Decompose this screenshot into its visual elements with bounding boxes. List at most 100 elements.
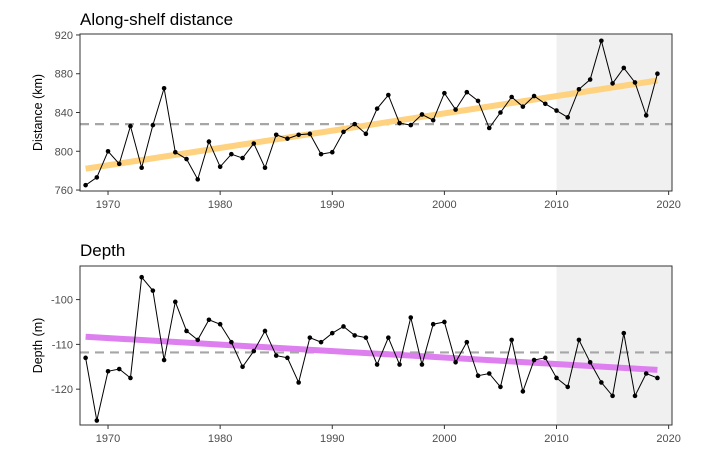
depth-data-point (83, 355, 88, 361)
depth-data-point (610, 393, 615, 399)
distance-data-point (419, 112, 425, 117)
distance-y-tick-label: 760 (55, 185, 73, 197)
depth-data-point (464, 339, 470, 345)
distance-data-point (363, 131, 369, 137)
distance-data-point (296, 132, 301, 138)
distance-data-point (655, 71, 660, 77)
distance-x-tick-label: 1990 (320, 199, 344, 211)
depth-data-point (150, 288, 156, 293)
depth-y-tick-label: -110 (52, 339, 73, 351)
distance-data-point (105, 148, 111, 154)
distance-data-point (509, 94, 514, 100)
depth-data-point (475, 373, 481, 379)
depth-x-tick-label: 1970 (96, 433, 120, 445)
distance-y-axis: 760 800 840 880 920 (55, 30, 80, 197)
distance-data-point (554, 108, 559, 113)
depth-data-point (195, 337, 201, 343)
distance-x-tick-label: 1970 (96, 199, 120, 211)
distance-data-point (341, 129, 346, 135)
distance-data-point (229, 151, 234, 157)
distance-data-point (520, 104, 526, 109)
depth-data-point (229, 339, 234, 345)
depth-y-tick-label: -100 (51, 295, 73, 307)
depth-data-point (116, 366, 122, 372)
depth-x-tick-label: 1980 (208, 433, 232, 445)
depth-data-point (565, 384, 571, 390)
distance-y-tick-label: 840 (55, 108, 73, 120)
distance-shaded-period (556, 34, 672, 191)
distance-data-point (430, 117, 436, 123)
depth-data-point (419, 362, 425, 367)
distance-data-point (599, 38, 604, 44)
distance-data-point (94, 175, 100, 180)
depth-y-axis: -100 -110 -120 (51, 295, 80, 396)
depth-data-point (251, 348, 257, 354)
depth-data-point (498, 384, 503, 390)
depth-data-point (262, 328, 268, 334)
depth-data-point (430, 321, 436, 327)
distance-data-point (610, 81, 615, 86)
distance-panel: Along-shelf distance 760 800 840 880 920 197… (31, 10, 681, 211)
distance-plot-frame (79, 33, 673, 192)
distance-data-point (273, 132, 279, 138)
distance-trend-line (85, 77, 658, 172)
depth-data-point (217, 321, 223, 327)
depth-x-axis: 1970 1980 1990 2000 2010 2020 (96, 425, 681, 445)
distance-data-point (161, 85, 167, 91)
distance-data-point (307, 131, 313, 137)
distance-panel-title: Along-shelf distance (80, 10, 233, 29)
distance-data-point (374, 106, 380, 111)
depth-series-line (85, 275, 658, 421)
depth-data-point (442, 319, 447, 325)
distance-data-point (498, 110, 503, 115)
distance-data-point (464, 89, 470, 95)
distance-data-point (262, 165, 268, 171)
depth-x-tick-label: 2020 (656, 433, 680, 445)
depth-data-point (486, 371, 492, 376)
depth-data-point (363, 335, 369, 340)
depth-data-point (587, 359, 593, 365)
distance-x-tick-label: 1980 (208, 199, 232, 211)
distance-data-point (543, 101, 548, 107)
distance-y-tick-label: 880 (55, 69, 73, 81)
distance-series-line (85, 38, 658, 186)
depth-data-point (520, 389, 526, 394)
depth-data-point (173, 299, 178, 305)
distance-data-point (285, 136, 290, 141)
distance-data-point (195, 177, 201, 182)
distance-data-point (531, 93, 537, 99)
depth-data-point (643, 371, 649, 376)
depth-data-point (352, 333, 357, 338)
distance-data-point (173, 149, 178, 155)
depth-data-point (139, 274, 144, 280)
depth-data-point (206, 317, 212, 323)
distance-points (83, 38, 660, 188)
depth-trend-line (85, 333, 658, 373)
depth-plot-frame (79, 265, 673, 426)
distance-data-point (184, 156, 189, 162)
depth-y-axis-title: Depth (m) (31, 318, 45, 374)
depth-data-point (273, 353, 279, 358)
distance-data-point (139, 165, 144, 171)
distance-data-point (217, 164, 223, 170)
depth-data-point (285, 355, 290, 361)
depth-data-point (543, 355, 548, 361)
distance-data-point (576, 86, 582, 92)
distance-data-point (621, 65, 627, 71)
distance-data-point (453, 107, 458, 112)
depth-data-point (184, 328, 189, 334)
depth-data-point (128, 375, 133, 381)
distance-data-point (475, 98, 481, 104)
depth-panel-title: Depth (80, 241, 125, 260)
depth-data-point (105, 368, 111, 374)
depth-panel: Depth -100 -110 -120 1970 1980 1990 2000 2010 2… (31, 241, 681, 445)
distance-data-point (318, 151, 324, 157)
distance-x-tick-label: 2010 (544, 199, 568, 211)
depth-data-point (576, 337, 582, 343)
distance-y-tick-label: 800 (55, 146, 73, 158)
depth-data-point (632, 393, 638, 399)
depth-data-point (374, 362, 380, 367)
depth-data-point (94, 418, 100, 423)
distance-data-point (116, 161, 122, 167)
